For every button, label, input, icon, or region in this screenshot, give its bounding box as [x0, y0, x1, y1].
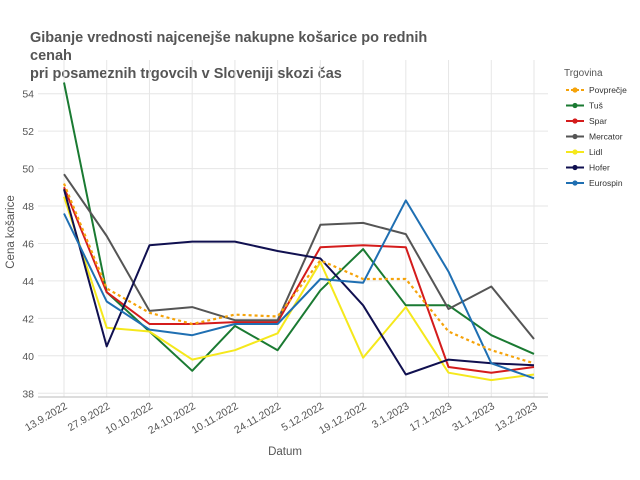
series-line-hofer — [63, 188, 535, 376]
legend-title: Trgovina — [564, 68, 603, 79]
legend: Trgovina Povprečje Tuš Spar Mercator Lidl Hof… — [564, 68, 627, 188]
legend-swatch-marker — [572, 180, 578, 186]
x-tick-label: 24.10.2022 — [146, 400, 198, 437]
legend-swatch-marker — [572, 87, 578, 93]
chart-title: Gibanje vrednosti najcenejše nakupne koš… — [30, 30, 428, 82]
series-lines — [62, 82, 535, 382]
legend-swatch-marker — [572, 133, 578, 140]
legend-item-label: Tuš — [589, 101, 603, 111]
legend-item-label: Eurospin — [589, 178, 623, 188]
series-line-mercator — [63, 173, 535, 340]
legend-item-label: Mercator — [589, 132, 623, 142]
series-line-eurospin — [63, 199, 535, 380]
y-tick-label: 44 — [22, 276, 34, 288]
y-tick-label: 50 — [22, 164, 34, 176]
series-line-povprečje — [62, 183, 535, 365]
y-tick-label: 42 — [22, 313, 34, 325]
y-tick-label: 46 — [22, 238, 34, 250]
x-tick-label: 3.1.2023 — [370, 400, 412, 431]
y-tick-label: 52 — [22, 126, 34, 138]
x-tick-label: 24.11.2022 — [232, 400, 283, 436]
series-line-tuš — [63, 82, 535, 372]
y-tick-labels: 38 40 42 44 46 48 50 52 54 — [22, 89, 34, 401]
x-tick-label: 13.9.2022 — [23, 400, 70, 434]
gridlines — [38, 60, 548, 397]
x-tick-label: 31.1.2023 — [450, 400, 497, 434]
legend-swatch-marker — [572, 164, 578, 171]
legend-item-label: Spar — [589, 116, 607, 126]
y-tick-label: 54 — [22, 89, 34, 101]
x-tick-label: 13.2.2023 — [493, 400, 540, 434]
y-tick-label: 38 — [22, 388, 34, 400]
legend-item-label: Povprečje — [589, 85, 627, 95]
legend-swatch-marker — [572, 102, 578, 109]
series-line-lidl — [63, 196, 535, 382]
legend-swatch-marker — [572, 118, 578, 124]
legend-item-label: Hofer — [589, 163, 610, 173]
x-tick-label: 19.12.2022 — [317, 400, 369, 437]
legend-item-label: Lidl — [589, 147, 602, 157]
series-line-spar — [63, 186, 535, 374]
y-axis-label: Cena košarice — [5, 195, 17, 269]
x-tick-label: 10.10.2022 — [103, 400, 155, 437]
y-tick-label: 40 — [22, 351, 34, 363]
x-tick-label: 17.1.2023 — [408, 400, 455, 434]
y-tick-label: 48 — [22, 201, 34, 213]
legend-swatch-marker — [572, 149, 578, 155]
x-tick-labels: 13.9.202227.9.202210.10.202224.10.202210… — [23, 400, 540, 437]
x-axis-label: Datum — [268, 446, 302, 458]
x-tick-label: 10.11.2022 — [190, 400, 241, 436]
